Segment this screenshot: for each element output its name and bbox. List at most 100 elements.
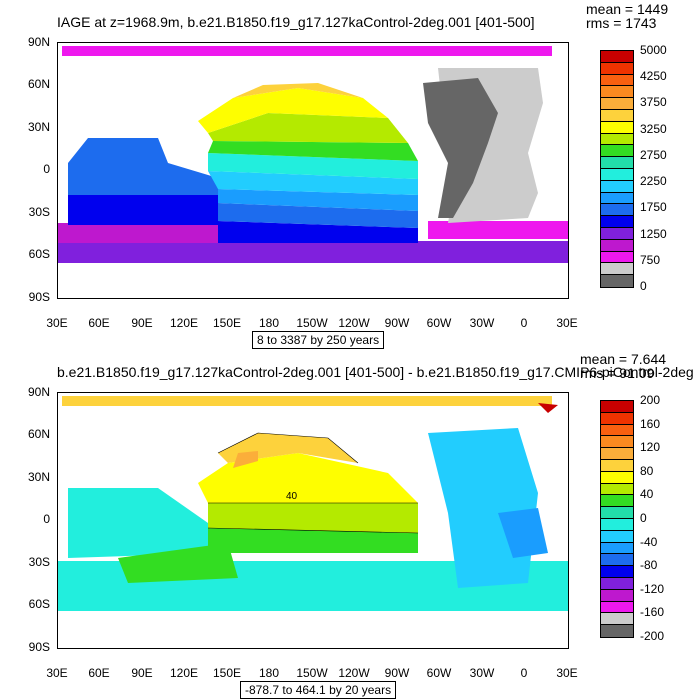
panel1-lon-label: 30W (469, 316, 495, 330)
contour-line (207, 527, 419, 534)
panel2-lon-label: 120W (338, 666, 370, 680)
colorbar-box (601, 74, 633, 87)
panel2-lon-label: 30E (556, 666, 578, 680)
colorbar-box (601, 601, 633, 614)
colorbar-label: 0 (640, 511, 647, 525)
colorbar-box (601, 625, 633, 637)
colorbar-box (601, 589, 633, 602)
panel2-lon-label: 150E (212, 666, 242, 680)
colorbar-label: 750 (640, 252, 661, 267)
panel2-lon-label: 60W (426, 666, 452, 680)
colorbar-box (601, 157, 633, 169)
panel2-lon-label: 30E (46, 666, 68, 680)
panel2-lon-label: 150W (296, 666, 328, 680)
panel2-lon-label: 90E (131, 666, 153, 680)
difference-map-panel: b.e21.B1850.f19_g17.127kaControl-2deg.00… (0, 350, 700, 700)
colorbar-box (601, 227, 633, 240)
pacific-south-green (208, 528, 418, 553)
panel1-stats: mean = 1449 rms = 1743 (586, 2, 668, 30)
pacific-band-1500 (218, 203, 418, 228)
colorbar-label: 120 (640, 440, 661, 455)
colorbar-box (601, 566, 633, 578)
pacific-band-2250 (208, 153, 418, 179)
colorbar-label: 4250 (640, 69, 667, 84)
panel2-mean: mean = 7.644 (580, 351, 667, 367)
panel2-lat-label: 60N (27, 427, 50, 441)
colorbar-box (601, 168, 633, 181)
colorbar-label: 40 (640, 487, 654, 502)
pacific-orange-core (233, 451, 258, 468)
colorbar-label: 1750 (640, 200, 667, 215)
colorbar-label: 0 (640, 279, 647, 293)
panel2-lat-label: 30S (28, 555, 50, 569)
panel2-stats: mean = 7.644 rms = 91.09 (580, 352, 666, 380)
panel2-lon-label: 120E (169, 666, 199, 680)
southern-ocean (58, 241, 568, 263)
colorbar-box (601, 239, 633, 252)
panel1-lon-label: 60E (88, 316, 110, 330)
panel1-lon-label: 30E (556, 316, 578, 330)
panel1-rms: rms = 1743 (586, 15, 657, 31)
colorbar-box (601, 51, 633, 63)
indian-ocean (68, 488, 218, 558)
colorbar-box (601, 554, 633, 567)
colorbar-label: 2250 (640, 174, 667, 189)
colorbar-box (601, 530, 633, 543)
panel1-lat-label: 60S (28, 247, 50, 261)
panel1-lon-label: 30E (46, 316, 68, 330)
panel1-title: IAGE at z=1968.9m, b.e21.B1850.f19_g17.1… (57, 14, 535, 30)
colorbar-box (601, 109, 633, 122)
panel2-title: b.e21.B1850.f19_g17.127kaControl-2deg.00… (57, 364, 693, 380)
arctic-red-spot (538, 403, 558, 413)
colorbar-box (601, 448, 633, 460)
panel2-lat-label: 30N (27, 470, 50, 484)
panel1-map-canvas (58, 46, 568, 298)
panel1-contour-range: 8 to 3387 by 250 years (252, 331, 385, 349)
contour-label: 40 (286, 491, 298, 502)
colorbar-label: 2750 (640, 147, 667, 162)
panel2-lon-label: 60E (88, 666, 110, 680)
colorbar-box (601, 251, 633, 264)
pacific-mid (208, 503, 418, 533)
colorbar-box (601, 542, 633, 555)
panel1-lon-label: 120W (338, 316, 370, 330)
panel2-colorbar (600, 400, 634, 638)
panel2-lon-label: 0 (520, 666, 528, 680)
panel1-lat-label: 30N (27, 120, 50, 134)
arctic-ocean (62, 46, 552, 56)
colorbar-label: 200 (640, 393, 661, 407)
colorbar-box (601, 98, 633, 110)
panel2-lat-label: 60S (28, 597, 50, 611)
antarctica (58, 615, 568, 648)
atlantic-blue (498, 508, 548, 558)
panel1-lon-label: 90E (131, 316, 153, 330)
colorbar-box (601, 613, 633, 626)
colorbar-box (601, 507, 633, 519)
panel1-lon-label: 150W (296, 316, 328, 330)
colorbar-box (601, 62, 633, 75)
colorbar-box (601, 436, 633, 449)
contour-line (217, 432, 359, 464)
arctic-ocean (62, 396, 552, 406)
panel1-colorbar (600, 50, 634, 288)
colorbar-box (601, 204, 633, 217)
panel1-lat-label: 90S (28, 290, 50, 304)
colorbar-label: -120 (640, 581, 665, 596)
colorbar-box (601, 401, 633, 413)
north-atlantic-dark (423, 78, 498, 218)
colorbar-box (601, 275, 633, 287)
colorbar-box (601, 495, 633, 508)
panel1-lon-label: 90W (384, 316, 410, 330)
panel1-lon-label: 60W (426, 316, 452, 330)
colorbar-label: 3250 (640, 121, 667, 136)
iage-map-panel: IAGE at z=1968.9m, b.e21.B1850.f19_g17.1… (27, 2, 668, 349)
panel1-lon-label: 120E (169, 316, 199, 330)
colorbar-box (601, 86, 633, 99)
panel2-rms: rms = 91.09 (580, 365, 655, 381)
colorbar-box (601, 577, 633, 590)
indian-ocean-deep (68, 193, 218, 225)
pacific-band-3000 (208, 113, 408, 143)
colorbar-label: -80 (640, 558, 658, 573)
colorbar-label: -40 (640, 534, 658, 549)
panel2-lon-label: 180 (258, 666, 280, 680)
